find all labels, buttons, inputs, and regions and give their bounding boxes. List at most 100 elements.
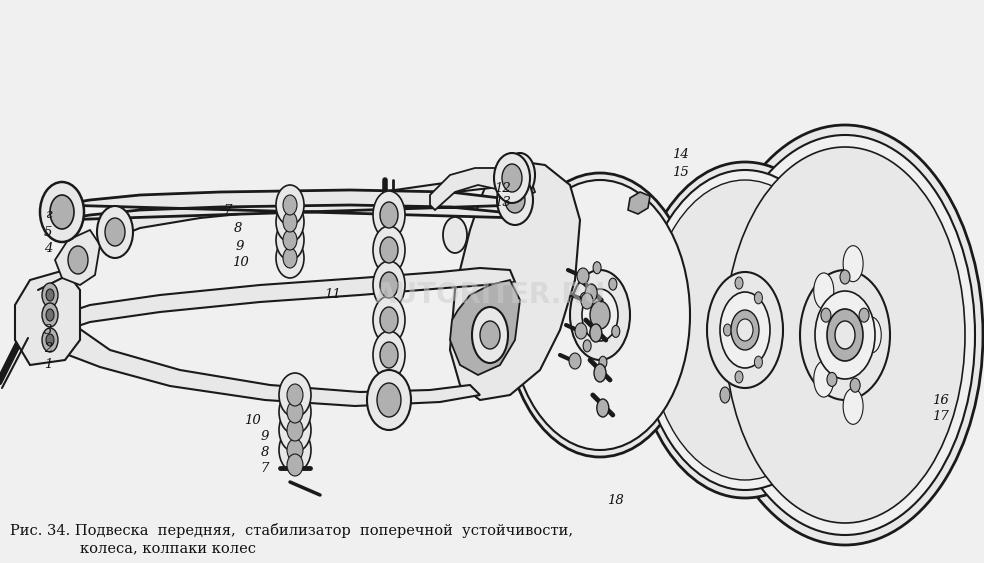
Ellipse shape <box>582 289 618 341</box>
Ellipse shape <box>472 307 508 363</box>
Ellipse shape <box>505 153 535 197</box>
Ellipse shape <box>276 220 304 260</box>
Ellipse shape <box>287 439 303 461</box>
Polygon shape <box>115 172 520 238</box>
Ellipse shape <box>715 135 975 535</box>
Ellipse shape <box>840 270 850 284</box>
Ellipse shape <box>585 284 597 302</box>
Ellipse shape <box>46 334 54 346</box>
Ellipse shape <box>279 408 311 452</box>
Polygon shape <box>15 270 80 365</box>
Ellipse shape <box>723 324 731 336</box>
Ellipse shape <box>843 388 863 425</box>
Ellipse shape <box>707 272 783 388</box>
Ellipse shape <box>373 296 405 344</box>
Ellipse shape <box>570 270 630 360</box>
Ellipse shape <box>494 153 530 203</box>
Ellipse shape <box>843 245 863 282</box>
Ellipse shape <box>380 272 398 298</box>
Text: 7: 7 <box>223 203 232 217</box>
Ellipse shape <box>737 319 753 341</box>
Ellipse shape <box>380 342 398 368</box>
Ellipse shape <box>612 325 620 337</box>
Text: 8: 8 <box>234 221 242 235</box>
Ellipse shape <box>850 378 860 392</box>
Ellipse shape <box>380 202 398 228</box>
Text: 11: 11 <box>324 288 340 302</box>
Ellipse shape <box>497 175 533 225</box>
Ellipse shape <box>42 283 58 307</box>
Ellipse shape <box>725 147 965 523</box>
Polygon shape <box>450 160 580 400</box>
Ellipse shape <box>373 261 405 309</box>
Ellipse shape <box>42 328 58 352</box>
Text: 9: 9 <box>236 239 244 252</box>
Ellipse shape <box>97 206 133 258</box>
Ellipse shape <box>648 180 842 480</box>
Text: 4: 4 <box>44 242 52 254</box>
Ellipse shape <box>505 173 695 457</box>
Ellipse shape <box>584 340 591 352</box>
Ellipse shape <box>814 273 833 309</box>
Ellipse shape <box>720 387 730 403</box>
Ellipse shape <box>594 364 606 382</box>
Ellipse shape <box>367 370 411 430</box>
Ellipse shape <box>380 307 398 333</box>
Ellipse shape <box>373 226 405 274</box>
Ellipse shape <box>42 303 58 327</box>
Ellipse shape <box>815 291 875 379</box>
Text: г: г <box>44 208 51 221</box>
Ellipse shape <box>373 191 405 239</box>
Ellipse shape <box>283 212 297 232</box>
Ellipse shape <box>755 292 763 304</box>
Ellipse shape <box>640 170 850 490</box>
Ellipse shape <box>859 308 869 322</box>
Ellipse shape <box>380 237 398 263</box>
Ellipse shape <box>634 162 856 498</box>
Ellipse shape <box>827 309 863 361</box>
Ellipse shape <box>276 185 304 225</box>
Ellipse shape <box>40 182 84 242</box>
Text: 3: 3 <box>44 324 52 337</box>
Ellipse shape <box>287 419 303 441</box>
Ellipse shape <box>569 353 581 369</box>
Text: 12: 12 <box>494 181 511 194</box>
Text: 8: 8 <box>261 446 270 459</box>
Ellipse shape <box>279 390 311 434</box>
Text: 1: 1 <box>44 359 52 372</box>
Ellipse shape <box>502 164 522 192</box>
Ellipse shape <box>443 217 467 253</box>
Ellipse shape <box>589 324 602 342</box>
Ellipse shape <box>276 238 304 278</box>
Ellipse shape <box>609 278 617 290</box>
Ellipse shape <box>800 270 890 400</box>
Ellipse shape <box>377 383 401 417</box>
Text: 17: 17 <box>932 409 949 422</box>
Ellipse shape <box>593 262 601 274</box>
Text: AUTORITER.RU: AUTORITER.RU <box>374 281 605 309</box>
Ellipse shape <box>577 268 589 284</box>
Ellipse shape <box>283 230 297 250</box>
Polygon shape <box>430 168 535 210</box>
Ellipse shape <box>590 301 610 329</box>
Ellipse shape <box>287 384 303 406</box>
Ellipse shape <box>287 454 303 476</box>
Text: 16: 16 <box>932 394 949 406</box>
Ellipse shape <box>105 218 125 246</box>
Ellipse shape <box>283 248 297 268</box>
Ellipse shape <box>46 309 54 321</box>
Ellipse shape <box>735 277 743 289</box>
Polygon shape <box>628 192 650 214</box>
Ellipse shape <box>510 180 690 450</box>
Polygon shape <box>60 268 515 332</box>
Ellipse shape <box>835 321 855 349</box>
Ellipse shape <box>814 361 833 397</box>
Ellipse shape <box>480 321 500 349</box>
Ellipse shape <box>581 293 588 305</box>
Text: 10: 10 <box>231 256 248 269</box>
Ellipse shape <box>279 428 311 472</box>
Text: 14: 14 <box>672 149 689 162</box>
Ellipse shape <box>821 308 830 322</box>
Text: 5: 5 <box>44 226 52 239</box>
Ellipse shape <box>46 289 54 301</box>
